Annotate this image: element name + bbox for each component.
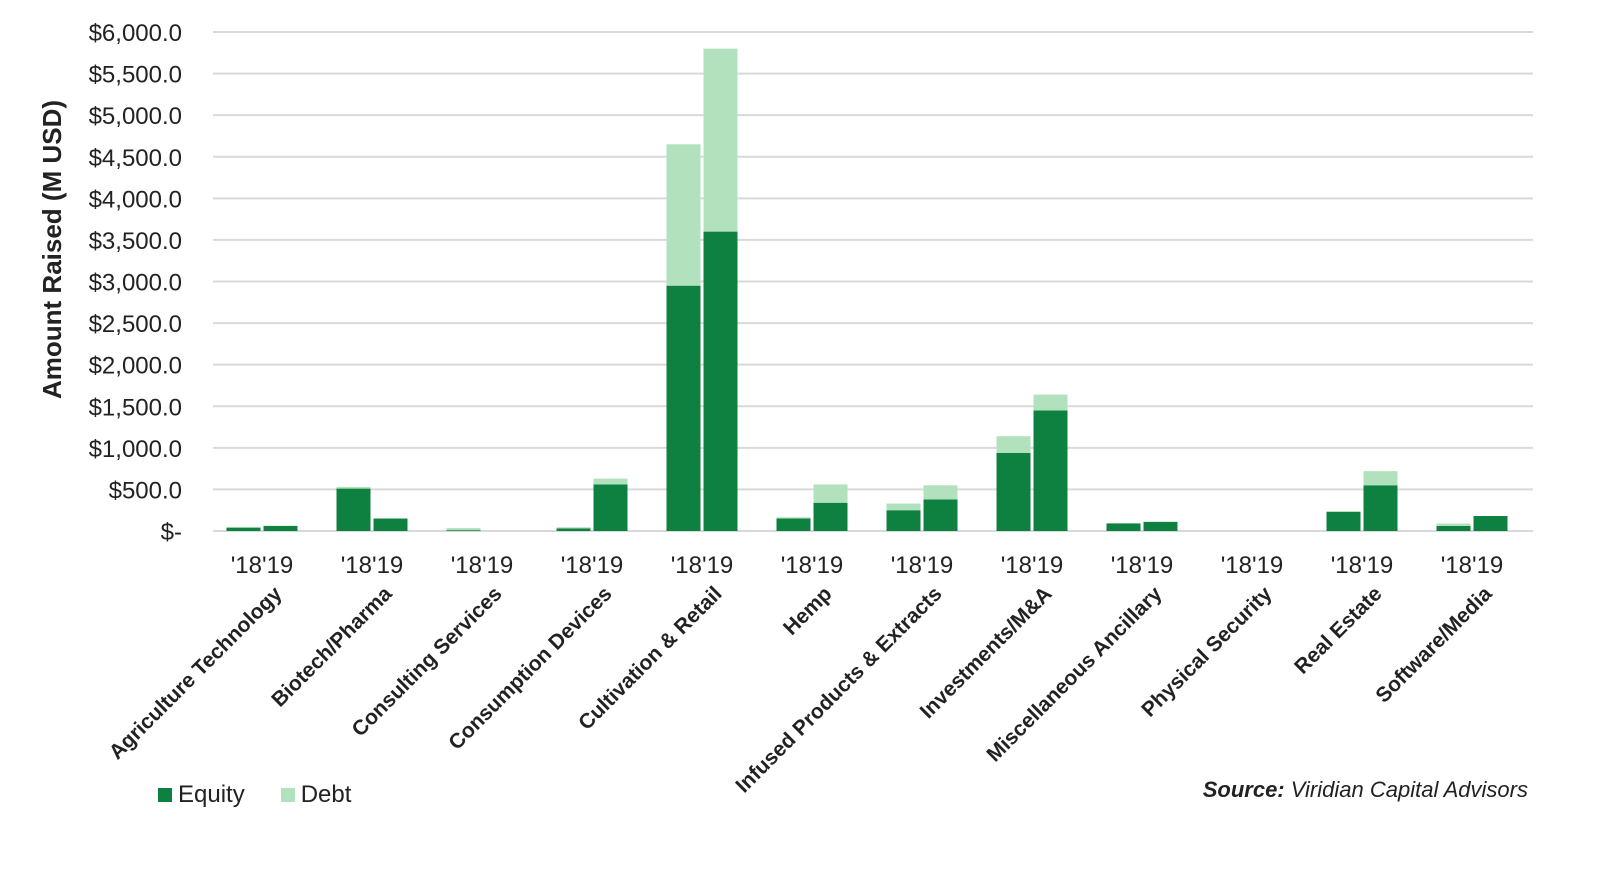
bar-equity <box>557 529 591 531</box>
bar-equity <box>777 519 811 531</box>
x-subcategory-label: '18'19 <box>1111 552 1174 579</box>
bar-equity <box>1474 516 1508 531</box>
legend-item-equity: Equity <box>158 781 245 809</box>
x-subcategory-label: '18'19 <box>891 552 954 579</box>
source-note: Source: Viridian Capital Advisors <box>1203 777 1528 803</box>
x-subcategory-label: '18'19 <box>231 552 294 579</box>
bar-debt <box>557 527 591 528</box>
bar-debt <box>1327 511 1361 512</box>
bar-debt <box>777 517 811 518</box>
bar-debt <box>1364 471 1398 485</box>
bar-equity <box>594 484 628 531</box>
x-subcategory-label: '18'19 <box>561 552 624 579</box>
bar-equity <box>704 232 738 531</box>
legend-item-debt: Debt <box>281 781 352 809</box>
bar-equity <box>814 503 848 531</box>
x-subcategory-label: '18'19 <box>451 552 514 579</box>
bar-equity <box>264 526 298 531</box>
bar-debt <box>704 49 738 232</box>
legend-label-debt: Debt <box>301 781 352 809</box>
bar-debt <box>337 487 371 489</box>
bar-debt <box>1437 524 1471 526</box>
bar-equity <box>447 530 481 531</box>
source-label: Source: <box>1203 777 1285 802</box>
y-tick-label: $4,500.0 <box>89 145 182 172</box>
x-subcategory-label: '18'19 <box>1001 552 1064 579</box>
y-tick-label: $1,000.0 <box>89 436 182 463</box>
y-axis-title: Amount Raised (M USD) <box>37 100 67 399</box>
y-tick-label: $500.0 <box>109 477 182 504</box>
x-category-label: Infused Products & Extracts <box>731 582 946 797</box>
x-subcategory-label: '18'19 <box>781 552 844 579</box>
bar-equity <box>1437 526 1471 531</box>
x-subcategory-label: '18'19 <box>1221 552 1284 579</box>
x-category-label: Agriculture Technology <box>105 582 287 764</box>
y-tick-label: $1,500.0 <box>89 394 182 421</box>
bar-equity <box>887 510 921 531</box>
bar-equity <box>1144 522 1178 531</box>
bar-equity <box>227 528 261 531</box>
bar-equity <box>1034 410 1068 531</box>
x-category-label: Miscellaneous Ancillary <box>982 582 1166 766</box>
y-tick-label: $3,500.0 <box>89 228 182 255</box>
bar-equity <box>924 499 958 531</box>
x-category-label: Real Estate <box>1290 582 1386 678</box>
x-category-label: Hemp <box>779 582 837 640</box>
x-subcategory-label: '18'19 <box>341 552 404 579</box>
y-tick-label: $4,000.0 <box>89 186 182 213</box>
y-tick-label: $2,500.0 <box>89 311 182 338</box>
x-subcategory-label: '18'19 <box>1441 552 1504 579</box>
source-text: Viridian Capital Advisors <box>1291 777 1528 802</box>
bar-debt <box>227 527 261 528</box>
bar-equity <box>1327 512 1361 531</box>
y-tick-label: $- <box>161 519 182 546</box>
bar-equity <box>337 489 371 531</box>
y-tick-label: $6,000.0 <box>89 20 182 47</box>
legend-swatch-debt <box>281 788 295 802</box>
x-subcategory-label: '18'19 <box>671 552 734 579</box>
bar-debt <box>594 479 628 485</box>
bar-debt <box>814 484 848 502</box>
x-category-label: Software/Media <box>1371 582 1496 707</box>
bar-equity <box>997 453 1031 531</box>
bar-debt <box>447 528 481 530</box>
x-subcategory-label: '18'19 <box>1331 552 1394 579</box>
bar-debt <box>924 485 958 499</box>
bar-debt <box>887 504 921 511</box>
y-tick-label: $5,500.0 <box>89 62 182 89</box>
bar-equity <box>667 286 701 531</box>
x-category-label: Biotech/Pharma <box>267 582 397 712</box>
bar-debt <box>667 144 701 285</box>
bar-debt <box>1034 395 1068 411</box>
y-tick-label: $5,000.0 <box>89 103 182 130</box>
legend-label-equity: Equity <box>178 781 245 809</box>
bar-equity <box>1107 524 1141 531</box>
legend-swatch-equity <box>158 788 172 802</box>
bar-debt <box>997 436 1031 453</box>
legend: Equity Debt <box>158 781 387 809</box>
y-tick-label: $3,000.0 <box>89 270 182 297</box>
y-tick-label: $2,000.0 <box>89 353 182 380</box>
bar-equity <box>374 519 408 531</box>
bar-equity <box>1364 485 1398 531</box>
